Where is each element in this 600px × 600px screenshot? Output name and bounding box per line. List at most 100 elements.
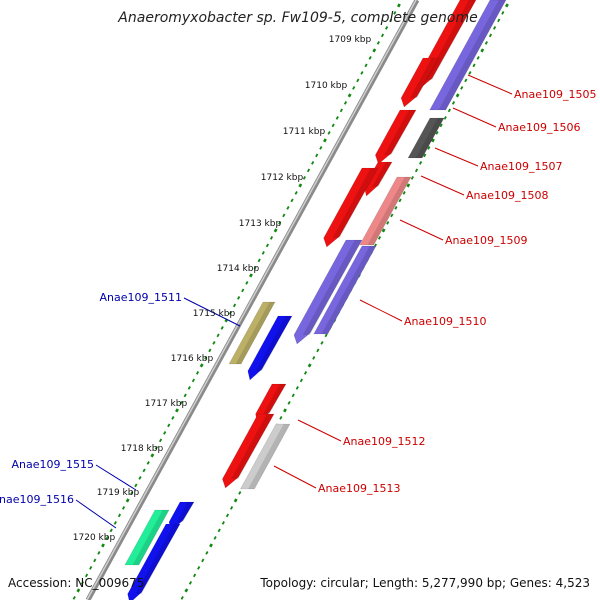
gene-feature[interactable] — [228, 301, 276, 365]
kbp-label: 1714 kbp — [217, 264, 260, 274]
gene-label[interactable]: Anae109_1507 — [480, 160, 563, 173]
tick-mark — [319, 146, 323, 150]
tick-mark — [237, 296, 241, 300]
gene-label[interactable]: Anae109_1513 — [318, 482, 401, 495]
gene-feature[interactable] — [407, 117, 445, 159]
kbp-label: 1712 kbp — [261, 173, 304, 183]
kbp-label: 1711 kbp — [283, 127, 326, 137]
tick-mark — [299, 378, 304, 383]
label-leader-line — [183, 297, 241, 327]
gene-label[interactable]: Anae109_1509 — [445, 234, 528, 247]
label-leader-line — [399, 219, 444, 241]
tick-mark — [191, 378, 196, 383]
tick-mark — [216, 333, 220, 338]
gene-feature-shade — [255, 316, 292, 371]
kbp-label: 1709 kbp — [329, 35, 372, 45]
label-leader-line — [420, 175, 465, 196]
tick-mark — [294, 191, 298, 195]
tick-mark — [295, 386, 299, 390]
tick-mark — [455, 93, 460, 98]
tick-mark — [233, 498, 238, 503]
tick-mark — [142, 468, 146, 473]
gene-label[interactable]: Anae109_1506 — [498, 121, 581, 134]
tick-mark — [220, 326, 224, 330]
tick-mark — [497, 18, 501, 23]
gene-feature[interactable] — [375, 109, 417, 165]
gene-label[interactable]: Anae109_1511 — [100, 291, 183, 304]
tick-mark — [368, 56, 372, 60]
gene-label[interactable]: Anae109_1512 — [343, 435, 426, 448]
tick-mark — [493, 26, 497, 30]
gene-feature[interactable] — [323, 167, 379, 248]
tick-mark — [273, 228, 278, 233]
label-leader-line — [75, 499, 117, 529]
gene-label[interactable]: Anae109_1505 — [514, 88, 597, 101]
gene-feature[interactable] — [359, 176, 412, 246]
tick-mark — [377, 236, 382, 240]
gene-label[interactable]: Anae109_1515 — [12, 458, 95, 471]
gene-feature[interactable] — [239, 423, 291, 490]
gene-label[interactable]: Anae109_1508 — [466, 189, 549, 202]
label-leader-line — [359, 299, 403, 322]
tick-mark — [93, 558, 97, 563]
gene-feature[interactable] — [127, 523, 181, 600]
gene-feature-shade — [176, 502, 194, 522]
kbp-label: 1719 kbp — [97, 488, 140, 498]
genome-backbone — [85, 0, 420, 600]
tick-mark — [283, 408, 287, 413]
gene-feature[interactable] — [400, 57, 440, 108]
topology-text: Topology: circular; Length: 5,277,990 bp… — [259, 576, 590, 590]
gene-feature[interactable] — [313, 245, 377, 335]
gene-feature[interactable] — [124, 509, 170, 566]
gene-feature[interactable] — [429, 0, 507, 111]
tick-mark — [312, 356, 316, 360]
tick-mark — [192, 573, 197, 578]
tick-mark — [393, 11, 397, 15]
gene-feature[interactable] — [222, 413, 275, 489]
tick-mark — [72, 596, 76, 600]
kbp-label: 1713 kbp — [239, 219, 282, 229]
gene-feature-shade — [332, 168, 378, 238]
tick-mark — [464, 78, 468, 83]
tick-mark — [343, 101, 348, 105]
label-leaders — [75, 74, 513, 529]
gene-label[interactable]: Anae109_1510 — [404, 315, 487, 328]
tick-mark — [278, 221, 282, 225]
gene-feature[interactable] — [247, 315, 293, 381]
tick-mark — [134, 483, 138, 488]
tick-mark — [109, 528, 113, 533]
tick-mark — [306, 168, 311, 173]
tick-mark — [195, 371, 200, 375]
tick-mark — [199, 363, 204, 368]
tick-mark — [398, 198, 402, 203]
tick-mark — [286, 206, 290, 210]
tick-mark — [205, 551, 209, 555]
genome-backbone-highlight — [86, 0, 417, 600]
kbp-label: 1718 kbp — [121, 444, 164, 454]
kbp-label: 1710 kbp — [305, 81, 348, 91]
tick-mark — [183, 393, 187, 398]
tick-mark — [265, 243, 269, 248]
tick-mark — [221, 521, 225, 525]
gene-feature[interactable] — [293, 239, 363, 345]
label-leader-line — [273, 465, 317, 489]
tick-mark — [298, 183, 303, 188]
gene-feature-shade — [135, 524, 180, 594]
tick-mark — [451, 101, 456, 105]
tick-mark — [229, 506, 234, 510]
tick-mark — [315, 153, 319, 158]
gene-labels: Anae109_1505 Anae109_1506 Anae109_1507 Anae… — [0, 88, 597, 506]
tick-mark — [249, 273, 253, 278]
tick-mark — [327, 131, 331, 135]
tick-mark — [146, 461, 150, 465]
tick-mark — [331, 123, 335, 128]
gene-label[interactable]: Anae109_1516 — [0, 493, 74, 506]
tick-mark — [352, 86, 356, 90]
gene-feature-shade — [231, 414, 274, 479]
tick-mark — [154, 446, 159, 450]
gene-feature-shade — [409, 58, 439, 98]
tick-mark — [320, 341, 324, 345]
gene-feature-shade — [321, 246, 376, 334]
tick-mark — [311, 161, 315, 165]
